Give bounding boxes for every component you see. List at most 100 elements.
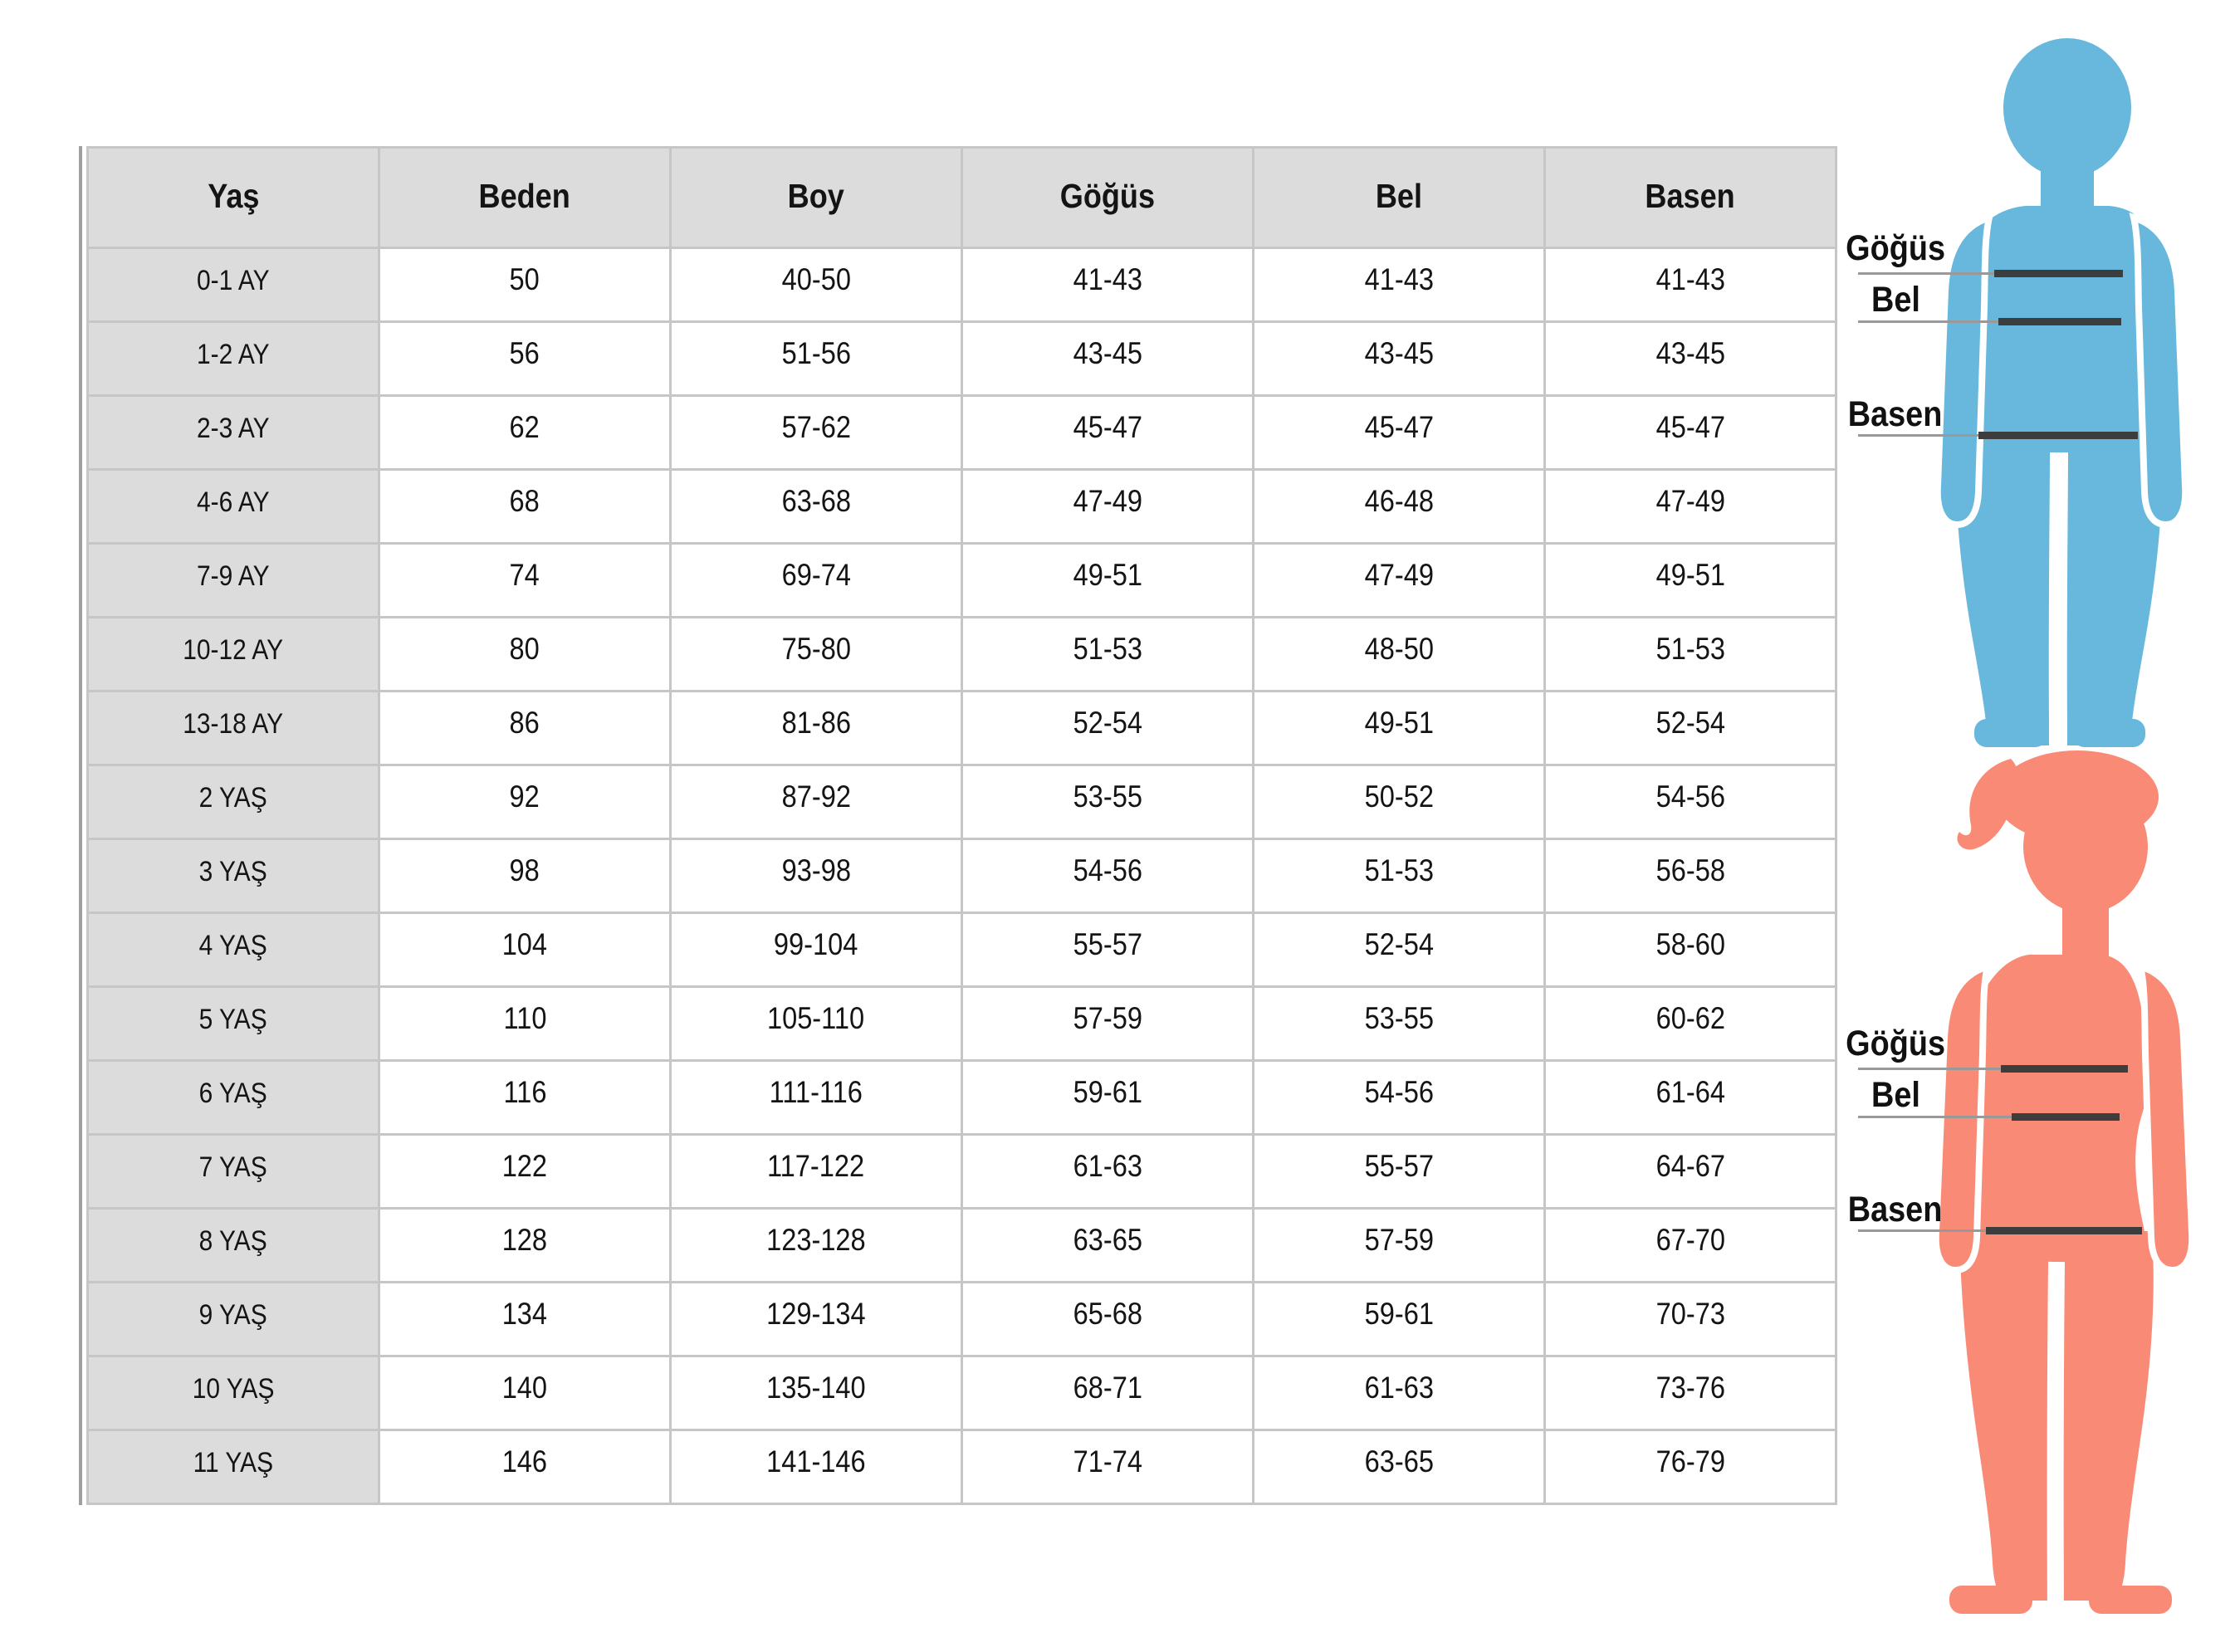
cell-text: 123-128 — [766, 1223, 866, 1257]
column-header-text: Bel — [1375, 177, 1423, 215]
value-cell: 63-65 — [1254, 1431, 1543, 1503]
cell-text: 135-140 — [766, 1371, 866, 1405]
cell-text: 70-73 — [1655, 1297, 1725, 1331]
girl-chest-guide-line — [1858, 1068, 2128, 1070]
table-row: 8 YAŞ 128 123-128 63-65 57-59 67-70 — [89, 1210, 1835, 1281]
cell-text: 57-59 — [1073, 1001, 1142, 1035]
cell-text: 41-43 — [1655, 262, 1725, 296]
value-cell: 45-47 — [963, 397, 1252, 468]
girl-chest-label: Göğüs — [1833, 1024, 1958, 1063]
value-cell: 134 — [380, 1283, 669, 1355]
value-cell: 58-60 — [1546, 914, 1835, 985]
cell-text: 140 — [501, 1371, 548, 1405]
cell-text: 87-92 — [781, 780, 851, 814]
cell-text: 65-68 — [1073, 1297, 1142, 1331]
cell-text: 45-47 — [1655, 410, 1725, 444]
value-cell: 99-104 — [672, 914, 961, 985]
age-cell: 7 YAŞ — [89, 1136, 378, 1207]
girl-chest-measure-line — [2001, 1065, 2128, 1073]
value-cell: 47-49 — [1254, 545, 1543, 616]
cell-text: 52-54 — [1073, 706, 1142, 740]
column-header-1: Beden — [380, 149, 669, 247]
cell-text: 69-74 — [781, 558, 851, 592]
column-header-text: Beden — [478, 177, 571, 215]
cell-text: 61-64 — [1655, 1075, 1725, 1109]
value-cell: 57-62 — [672, 397, 961, 468]
value-cell: 80 — [380, 618, 669, 690]
cell-text: 111-116 — [769, 1075, 863, 1109]
cell-text: 50-52 — [1364, 780, 1434, 814]
cell-text: 43-45 — [1073, 336, 1142, 370]
girl-silhouette — [1901, 745, 2230, 1652]
girl-waist-guide-line — [1858, 1116, 2120, 1118]
cell-text: 98 — [509, 853, 540, 887]
cell-text: 110 — [503, 1001, 546, 1035]
cell-text: 2-3 AY — [197, 413, 270, 444]
cell-text: 52-54 — [1364, 927, 1434, 961]
boy-hip-measure-line — [1978, 432, 2138, 439]
cell-text: 141-146 — [766, 1444, 866, 1478]
cell-text: 4 YAŞ — [198, 930, 268, 961]
cell-text: 40-50 — [781, 262, 851, 296]
value-cell: 45-47 — [1254, 397, 1543, 468]
value-cell: 71-74 — [963, 1431, 1252, 1503]
value-cell: 74 — [380, 545, 669, 616]
table-row: 11 YAŞ 146 141-146 71-74 63-65 76-79 — [89, 1431, 1835, 1503]
cell-text: 1-2 AY — [197, 339, 270, 370]
cell-text: 53-55 — [1073, 780, 1142, 814]
value-cell: 55-57 — [963, 914, 1252, 985]
cell-text: 50 — [509, 262, 540, 296]
value-cell: 123-128 — [672, 1210, 961, 1281]
value-cell: 93-98 — [672, 840, 961, 912]
cell-text: 54-56 — [1655, 780, 1725, 814]
cell-text: 57-59 — [1364, 1223, 1434, 1257]
cell-text: 43-45 — [1655, 336, 1725, 370]
value-cell: 41-43 — [963, 249, 1252, 320]
value-cell: 51-53 — [1254, 840, 1543, 912]
age-cell: 11 YAŞ — [89, 1431, 378, 1503]
cell-text: 99-104 — [774, 927, 858, 961]
value-cell: 73-76 — [1546, 1357, 1835, 1429]
cell-text: 43-45 — [1364, 336, 1434, 370]
table-header-row: Yaş Beden Boy Göğüs Bel Basen — [89, 149, 1835, 247]
age-cell: 5 YAŞ — [89, 988, 378, 1059]
cell-text: 67-70 — [1655, 1223, 1725, 1257]
value-cell: 146 — [380, 1431, 669, 1503]
cell-text: 7 YAŞ — [198, 1151, 268, 1183]
cell-text: 54-56 — [1364, 1075, 1434, 1109]
value-cell: 51-56 — [672, 323, 961, 394]
cell-text: 81-86 — [781, 706, 851, 740]
table-row: 3 YAŞ 98 93-98 54-56 51-53 56-58 — [89, 840, 1835, 912]
column-header-5: Basen — [1546, 149, 1835, 247]
age-cell: 4-6 AY — [89, 471, 378, 542]
age-cell: 0-1 AY — [89, 249, 378, 320]
cell-text: 47-49 — [1655, 484, 1725, 518]
girl-hip-label-text: Basen — [1848, 1190, 1943, 1229]
column-header-text: Basen — [1645, 177, 1736, 215]
cell-text: 58-60 — [1655, 927, 1725, 961]
cell-text: 54-56 — [1073, 853, 1142, 887]
value-cell: 59-61 — [963, 1062, 1252, 1133]
boy-chest-measure-line — [1994, 270, 2123, 277]
value-cell: 47-49 — [1546, 471, 1835, 542]
cell-text: 49-51 — [1655, 558, 1725, 592]
value-cell: 54-56 — [1254, 1062, 1543, 1133]
value-cell: 45-47 — [1546, 397, 1835, 468]
table-row: 0-1 AY 50 40-50 41-43 41-43 41-43 — [89, 249, 1835, 320]
value-cell: 69-74 — [672, 545, 961, 616]
boy-hip-label: Basen — [1833, 395, 1958, 433]
value-cell: 92 — [380, 766, 669, 838]
cell-text: 116 — [503, 1075, 546, 1109]
cell-text: 63-65 — [1364, 1444, 1434, 1478]
cell-text: 4-6 AY — [197, 486, 270, 518]
cell-text: 80 — [509, 632, 540, 666]
cell-text: 3 YAŞ — [198, 856, 268, 887]
cell-text: 6 YAŞ — [198, 1078, 268, 1109]
cell-text: 61-63 — [1364, 1371, 1434, 1405]
cell-text: 63-68 — [781, 484, 851, 518]
column-header-text: Yaş — [207, 177, 260, 215]
value-cell: 55-57 — [1254, 1136, 1543, 1207]
cell-text: 49-51 — [1073, 558, 1142, 592]
value-cell: 59-61 — [1254, 1283, 1543, 1355]
value-cell: 65-68 — [963, 1283, 1252, 1355]
